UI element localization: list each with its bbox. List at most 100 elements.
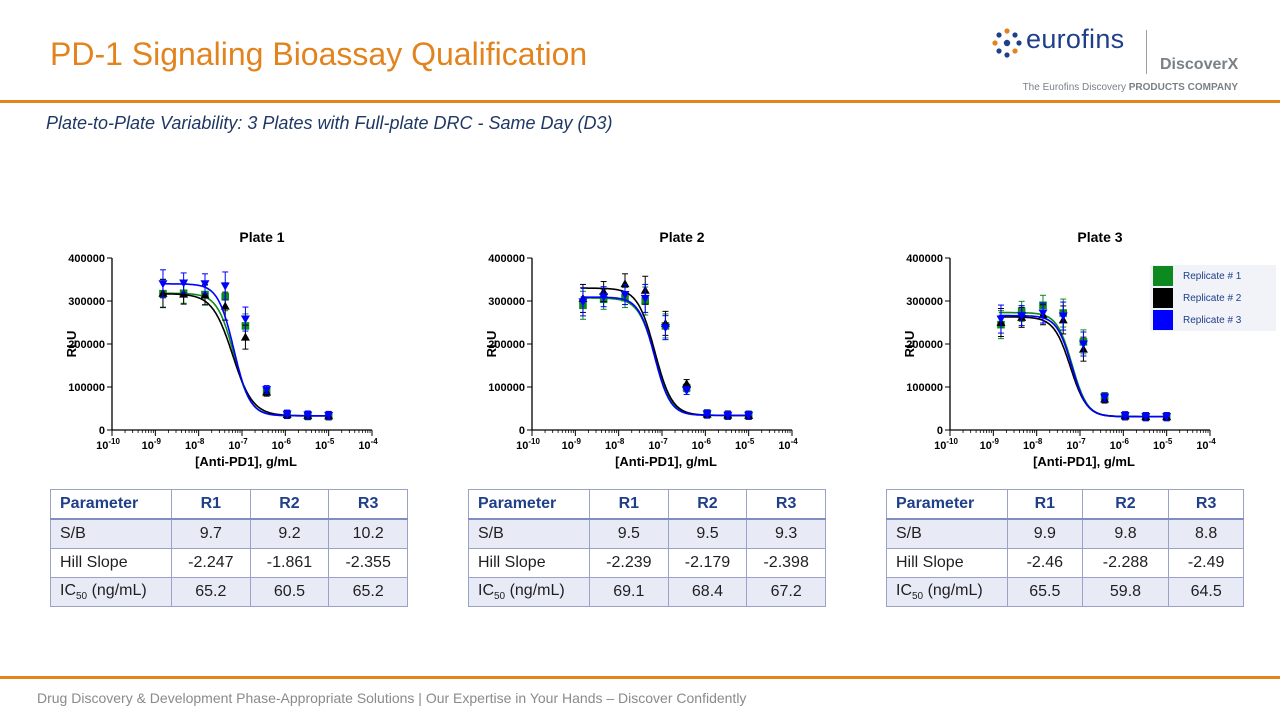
plate-2-parameter-table: Parameter R1 R2 R3 S/B 9.5 9.5 9.3 Hill … [468, 489, 826, 607]
data-point [996, 315, 1006, 324]
data-point [620, 291, 630, 300]
table-cell: 9.2 [249, 518, 330, 549]
header-cell: R1 [171, 489, 251, 520]
x-tick-label: 10-8 [605, 437, 625, 452]
data-point [660, 324, 670, 333]
page-title: PD-1 Signaling Bioassay Qualification [50, 36, 588, 72]
legend-item: Replicate # 3 [1150, 309, 1276, 331]
table-cell: -2.239 [589, 548, 669, 578]
logo-wordmark: eurofins [1026, 24, 1125, 54]
data-point [682, 386, 692, 395]
data-point [723, 411, 733, 420]
table-cell: 10.2 [328, 518, 408, 549]
plate-1-parameter-table: Parameter R1 R2 R3 S/B 9.7 9.2 10.2 Hill… [50, 489, 408, 607]
ic50-label: IC [478, 581, 494, 599]
logo-dots-icon [992, 28, 1022, 58]
table-row: IC50 (ng/mL) 69.1 68.4 67.2 [468, 577, 826, 607]
y-tick-label: 0 [99, 425, 105, 437]
table-cell: 9.3 [746, 518, 826, 549]
legend-label: Replicate # 2 [1183, 292, 1242, 304]
table-row: Hill Slope -2.46 -2.288 -2.49 [886, 548, 1244, 578]
y-tick-label: 400000 [68, 253, 105, 265]
data-point [220, 282, 230, 291]
chart-svg: Plate 3 0 100000 200000 300000 400000 10-10 10-… [902, 229, 1216, 469]
y-tick-label: 200000 [906, 339, 943, 351]
data-point [744, 411, 754, 420]
table-cell: -2.398 [746, 548, 826, 578]
header-cell: R2 [249, 489, 330, 520]
header-cell: R1 [1007, 489, 1083, 520]
x-tick-label: 10-4 [358, 437, 378, 452]
table-row: Hill Slope -2.239 -2.179 -2.398 [468, 548, 826, 578]
legend-swatch [1153, 288, 1173, 308]
ic50-label: IC [60, 581, 76, 599]
legend-item: Replicate # 1 [1150, 265, 1276, 287]
y-tick-label: 100000 [68, 382, 105, 394]
table-cell: S/B [468, 518, 590, 549]
header-cell: Parameter [50, 489, 172, 520]
header-cell: R2 [667, 489, 748, 520]
x-tick-label: 10-7 [648, 437, 668, 452]
x-tick-label: 10-7 [1066, 437, 1086, 452]
table-row: IC50 (ng/mL) 65.2 60.5 65.2 [50, 577, 408, 607]
table-cell: 9.9 [1007, 518, 1083, 549]
legend-label: Replicate # 1 [1183, 270, 1242, 282]
legend-label: Replicate # 3 [1183, 314, 1242, 326]
legend-swatch [1153, 310, 1173, 330]
data-point [640, 294, 650, 303]
ic50-subscript: 50 [494, 591, 506, 603]
table-cell: Hill Slope [886, 548, 1008, 578]
table-row: Hill Slope -2.247 -1.861 -2.355 [50, 548, 408, 578]
x-tick-label: 10-5 [735, 437, 755, 452]
y-tick-label: 200000 [68, 339, 105, 351]
header-cell: Parameter [468, 489, 590, 520]
table-cell: 65.2 [328, 577, 408, 607]
table-cell: 68.4 [667, 577, 748, 607]
header-cell: R2 [1081, 489, 1170, 520]
footer-rule [0, 676, 1280, 679]
y-axis-label: RLU [902, 331, 917, 358]
x-tick-label: 10-10 [96, 437, 120, 452]
data-point [220, 301, 230, 310]
table-cell: S/B [886, 518, 1008, 549]
x-tick-label: 10-9 [142, 437, 162, 452]
x-tick-label: 10-7 [228, 437, 248, 452]
data-point [158, 280, 168, 289]
chart-svg: Plate 2 0 100000 200000 300000 400000 10-10 10-… [484, 229, 798, 469]
table-cell: 9.7 [171, 518, 251, 549]
y-tick-label: 100000 [488, 382, 525, 394]
x-tick-label: 10-4 [778, 437, 798, 452]
fit-curve-3 [160, 282, 331, 417]
x-axis-label: [Anti-PD1], g/mL [195, 454, 297, 469]
ic50-unit: (ng/mL) [87, 581, 147, 599]
chart-title: Plate 1 [239, 229, 284, 245]
x-tick-label: 10-8 [185, 437, 205, 452]
data-point [240, 332, 250, 341]
data-point [1141, 413, 1151, 422]
fit-curve-3 [998, 314, 1169, 418]
chart-title: Plate 3 [1077, 229, 1122, 245]
logo-discoverx: DiscoverX [1160, 56, 1239, 73]
x-tick-label: 10-9 [562, 437, 582, 452]
plate-3-chart: Plate 3 0 100000 200000 300000 400000 10-10 10-… [898, 222, 1248, 477]
table-cell: -2.355 [328, 548, 408, 578]
fit-curve-3 [580, 296, 751, 417]
table-cell: -1.861 [249, 548, 330, 578]
chart-svg: Plate 1 0 100000 200000 300000 400000 10-10 10-… [64, 229, 378, 469]
table-cell: 59.8 [1081, 577, 1170, 607]
x-tick-label: 10-6 [692, 437, 712, 452]
tagline-text: The Eurofins Discovery [1022, 82, 1129, 93]
table-cell: 64.5 [1168, 577, 1244, 607]
data-point [1078, 340, 1088, 349]
ic50-unit: (ng/mL) [923, 581, 983, 599]
header-cell: Parameter [886, 489, 1008, 520]
y-tick-label: 400000 [488, 253, 525, 265]
table-header-row: Parameter R1 R2 R3 [50, 489, 408, 520]
header-rule [0, 100, 1280, 103]
ic50-subscript: 50 [912, 591, 924, 603]
data-point [578, 298, 588, 307]
y-axis-label: RLU [484, 331, 499, 358]
legend: Replicate # 1 Replicate # 2 Replicate # … [1150, 265, 1276, 331]
table-row: S/B 9.5 9.5 9.3 [468, 518, 826, 549]
table-header-row: Parameter R1 R2 R3 [886, 489, 1244, 520]
